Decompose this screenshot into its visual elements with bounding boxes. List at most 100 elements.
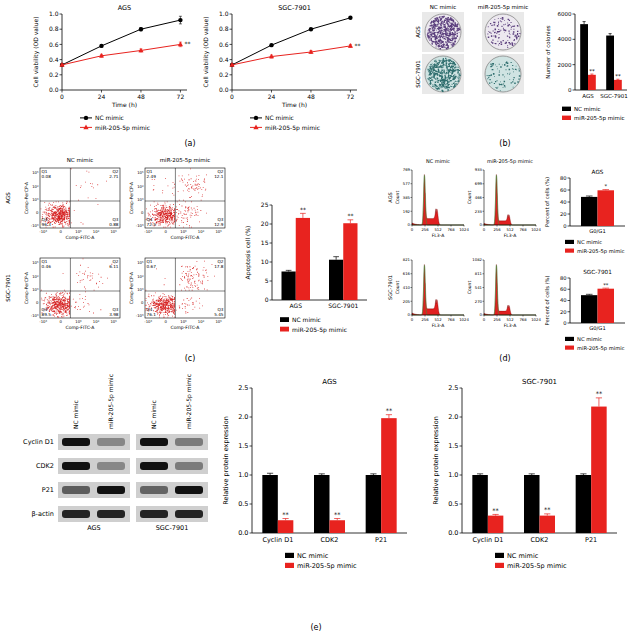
- y-axis-label: Comp-PerCP-A: [129, 271, 134, 304]
- x-tick-label: 72: [347, 93, 355, 100]
- column-header: miR-205-5p mimic: [487, 158, 533, 165]
- y-tick-label: -10³: [31, 313, 39, 318]
- y-tick: [483, 301, 485, 302]
- y-tick-label: 1.0: [238, 471, 248, 479]
- histogram: [484, 174, 536, 225]
- category-label: P21: [585, 536, 597, 544]
- plot-marks: [472, 398, 606, 533]
- row-label: SGC-7901: [387, 275, 393, 300]
- x-tick-label: 0: [165, 319, 168, 324]
- y-axis-label: Relative protein expression: [222, 416, 230, 505]
- plot-marks: [282, 213, 358, 300]
- plot-marks: [59, 16, 183, 67]
- quadrant-value: 2.49: [147, 174, 157, 179]
- y-axis-label: Relative protein expression: [432, 416, 440, 505]
- x-tick-label: 768: [519, 227, 527, 232]
- error-bar: [319, 474, 325, 475]
- legend-swatch: [285, 553, 294, 558]
- y-tick: [270, 300, 273, 301]
- point: [269, 54, 274, 59]
- y-tick-label: 4000: [558, 36, 572, 42]
- y-tick-label: 15: [261, 239, 269, 246]
- lane-label: NC mimic: [72, 400, 79, 429]
- blot-band: [62, 486, 90, 494]
- chart-title: SGC-7901: [522, 378, 557, 386]
- y-tick-label: 5: [265, 277, 269, 284]
- events: [41, 259, 112, 318]
- x-tick-label: 0: [165, 229, 168, 234]
- error-bar: [386, 415, 392, 418]
- quadrant-value: 0.08: [42, 174, 52, 179]
- significance: **: [334, 511, 341, 519]
- row-label: SGC-7901: [5, 274, 11, 302]
- y-tick-label: 616: [403, 271, 411, 276]
- y-tick-label: 60: [560, 286, 567, 292]
- blot-band: [175, 510, 203, 518]
- x-tick-label: 256: [421, 227, 429, 232]
- row-label: AGS: [415, 26, 421, 38]
- point: [348, 16, 352, 20]
- colonies: [487, 61, 521, 90]
- y-tick: [60, 44, 63, 45]
- plate-photo: [422, 12, 464, 52]
- y-tick-label: 25: [261, 201, 269, 208]
- y-tick-label: 0.5: [238, 500, 248, 508]
- y-axis: [62, 14, 63, 90]
- chart-bar: 020406080G0/G1SGC-7901Percent of cells (…: [544, 269, 625, 352]
- gate-line: [70, 258, 71, 318]
- annotations: ****: [300, 206, 354, 219]
- y-tick: [60, 29, 63, 30]
- y-tick: [483, 183, 485, 184]
- histogram-plot: 025651276810240205410616821FL3-ACount: [395, 257, 469, 327]
- error-bar: [609, 34, 612, 36]
- plate-photo: [482, 12, 524, 52]
- error-bar: [333, 257, 339, 260]
- y-tick: [568, 300, 571, 301]
- y-tick-label: 699: [475, 181, 483, 186]
- y-tick: [460, 475, 463, 476]
- point: [59, 62, 64, 67]
- quadrant-value: 12.9: [214, 222, 224, 227]
- error-bar: [370, 474, 376, 475]
- legend-marker: [83, 125, 88, 130]
- blot-strip: [58, 434, 130, 450]
- y-tick: [60, 90, 63, 91]
- x-axis-label: Comp-FITC-A: [171, 235, 201, 240]
- y-tick: [250, 388, 253, 389]
- x-tick-label: -10³: [144, 319, 152, 324]
- y-tick-label: 60: [560, 187, 567, 193]
- y-tick-label: 80: [560, 275, 567, 281]
- y-tick: [250, 504, 253, 505]
- point: [308, 49, 313, 54]
- cell-label: SGC-7901: [156, 524, 189, 532]
- column-header: NC mimic: [430, 4, 457, 10]
- y-tick: [230, 74, 233, 75]
- colony-images: NC mimicmiR-205-5p mimicAGSSGC-7901: [415, 4, 528, 94]
- histogram-plot: 0256512768102402705418111082FL3-ACount: [467, 257, 541, 327]
- x-axis-label: Comp-FITC-A: [171, 325, 201, 330]
- legend: NC mimicmiR-205-5p mimic: [495, 552, 567, 570]
- x-axis-label: Comp-FITC-A: [66, 235, 96, 240]
- bar: [581, 295, 598, 323]
- gate-line: [70, 168, 71, 228]
- quadrant-value: 2.71: [109, 174, 119, 179]
- y-tick: [568, 202, 571, 203]
- y-tick: [568, 226, 571, 227]
- x-tick-label: 1024: [459, 227, 469, 232]
- y-tick: [60, 59, 63, 60]
- legend-label: NC mimic: [577, 336, 602, 342]
- legend-swatch: [280, 327, 289, 332]
- legend-label: miR-205-5p mimic: [95, 124, 150, 132]
- legend: NC mimicmiR-205-5p mimic: [80, 114, 150, 132]
- legend-swatch: [495, 553, 504, 558]
- bar: [381, 418, 397, 533]
- significance: **: [603, 282, 609, 288]
- y-axis-label: Cell viability (OD value): [32, 17, 40, 88]
- blot-band: [97, 486, 125, 494]
- blot-strip: [58, 506, 130, 522]
- blot-strip: [58, 458, 130, 474]
- plot-marks: [581, 288, 614, 323]
- y-tick: [568, 278, 571, 279]
- fit-curve: [484, 265, 536, 315]
- y-tick-label: 1082: [472, 257, 482, 262]
